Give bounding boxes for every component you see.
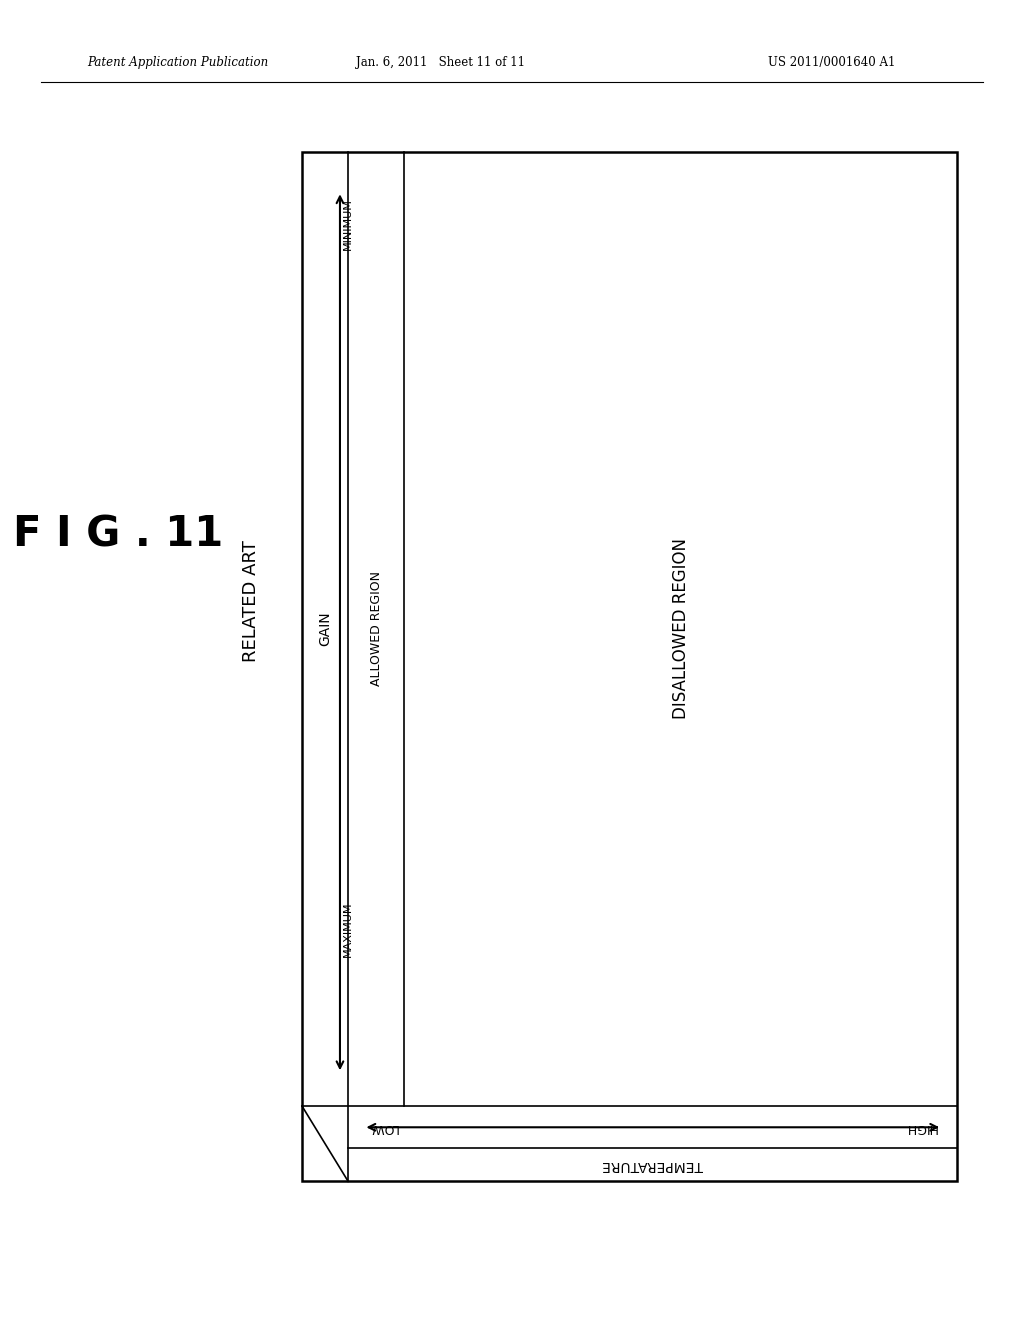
- Text: MINIMUM: MINIMUM: [343, 198, 353, 249]
- Bar: [302, 152, 957, 1181]
- Text: F I G . 11: F I G . 11: [12, 513, 223, 556]
- Text: US 2011/0001640 A1: US 2011/0001640 A1: [768, 55, 895, 69]
- Text: HIGH: HIGH: [905, 1121, 937, 1134]
- Text: GAIN: GAIN: [318, 611, 332, 647]
- Text: RELATED ART: RELATED ART: [242, 540, 260, 661]
- Text: Jan. 6, 2011   Sheet 11 of 11: Jan. 6, 2011 Sheet 11 of 11: [355, 55, 525, 69]
- Text: LOW: LOW: [369, 1121, 397, 1134]
- Text: ALLOWED REGION: ALLOWED REGION: [370, 572, 383, 686]
- Text: TEMPERATURE: TEMPERATURE: [602, 1158, 703, 1172]
- Text: DISALLOWED REGION: DISALLOWED REGION: [672, 539, 690, 719]
- Text: Patent Application Publication: Patent Application Publication: [87, 55, 268, 69]
- Text: MAXIMUM: MAXIMUM: [343, 902, 353, 957]
